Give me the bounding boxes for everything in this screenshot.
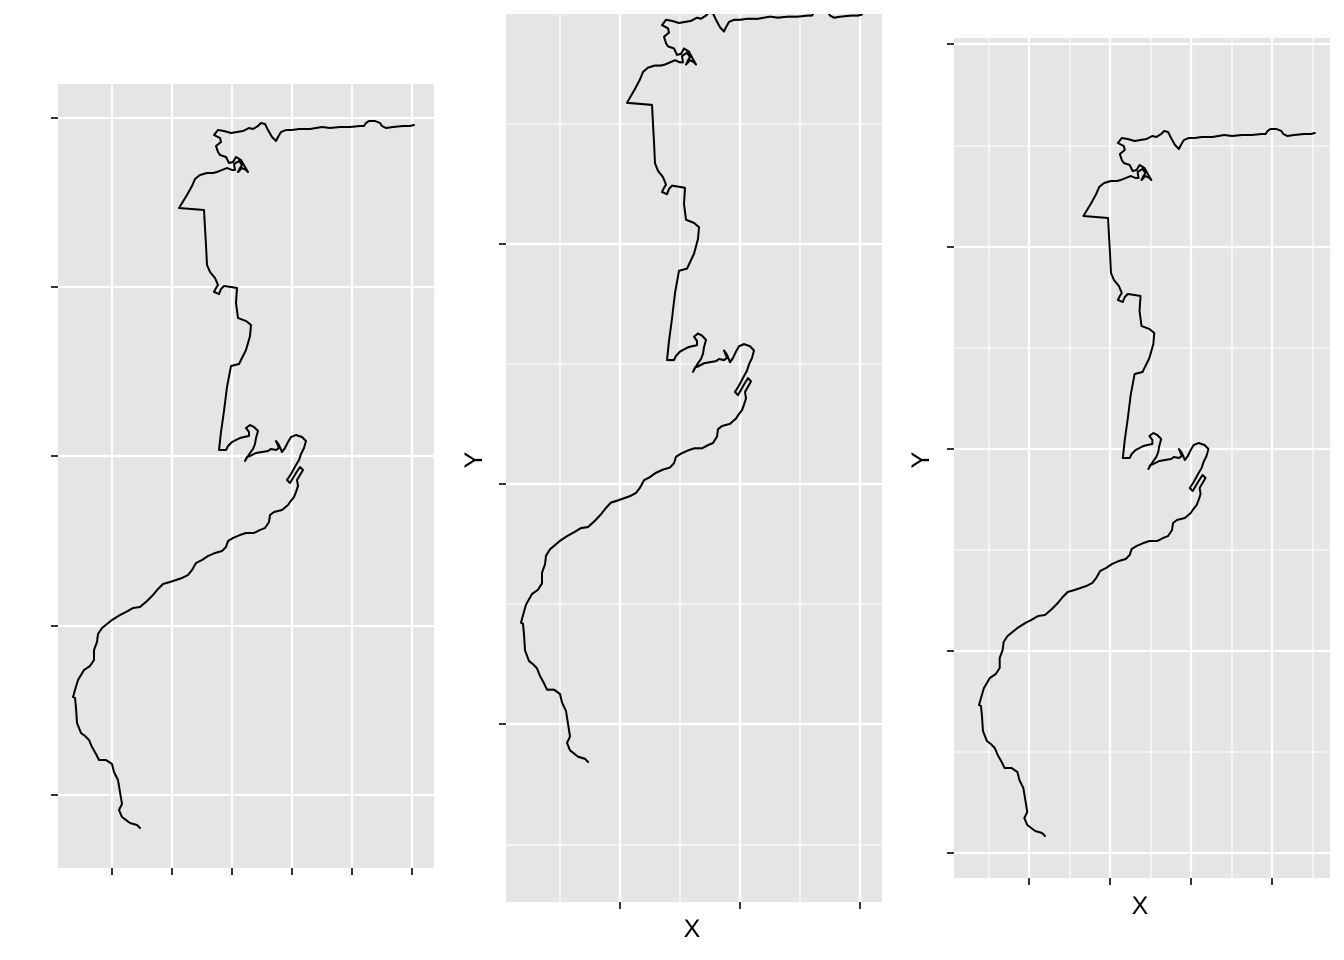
axis-ticks	[947, 43, 1273, 885]
panel-background	[58, 84, 434, 868]
panel-background	[506, 14, 882, 902]
map-panel-2: X Y	[460, 14, 882, 943]
y-axis-title: Y	[460, 451, 488, 468]
grid-lines	[506, 14, 882, 902]
axis-ticks	[51, 117, 413, 875]
axis-ticks	[499, 243, 861, 909]
x-axis-title: X	[1132, 892, 1149, 920]
grid-lines	[954, 38, 1330, 878]
x-axis-title: X	[684, 915, 701, 943]
y-axis-title: Y	[907, 451, 935, 468]
map-panel-3: X Y	[907, 38, 1330, 920]
map-panel-1	[51, 84, 434, 875]
